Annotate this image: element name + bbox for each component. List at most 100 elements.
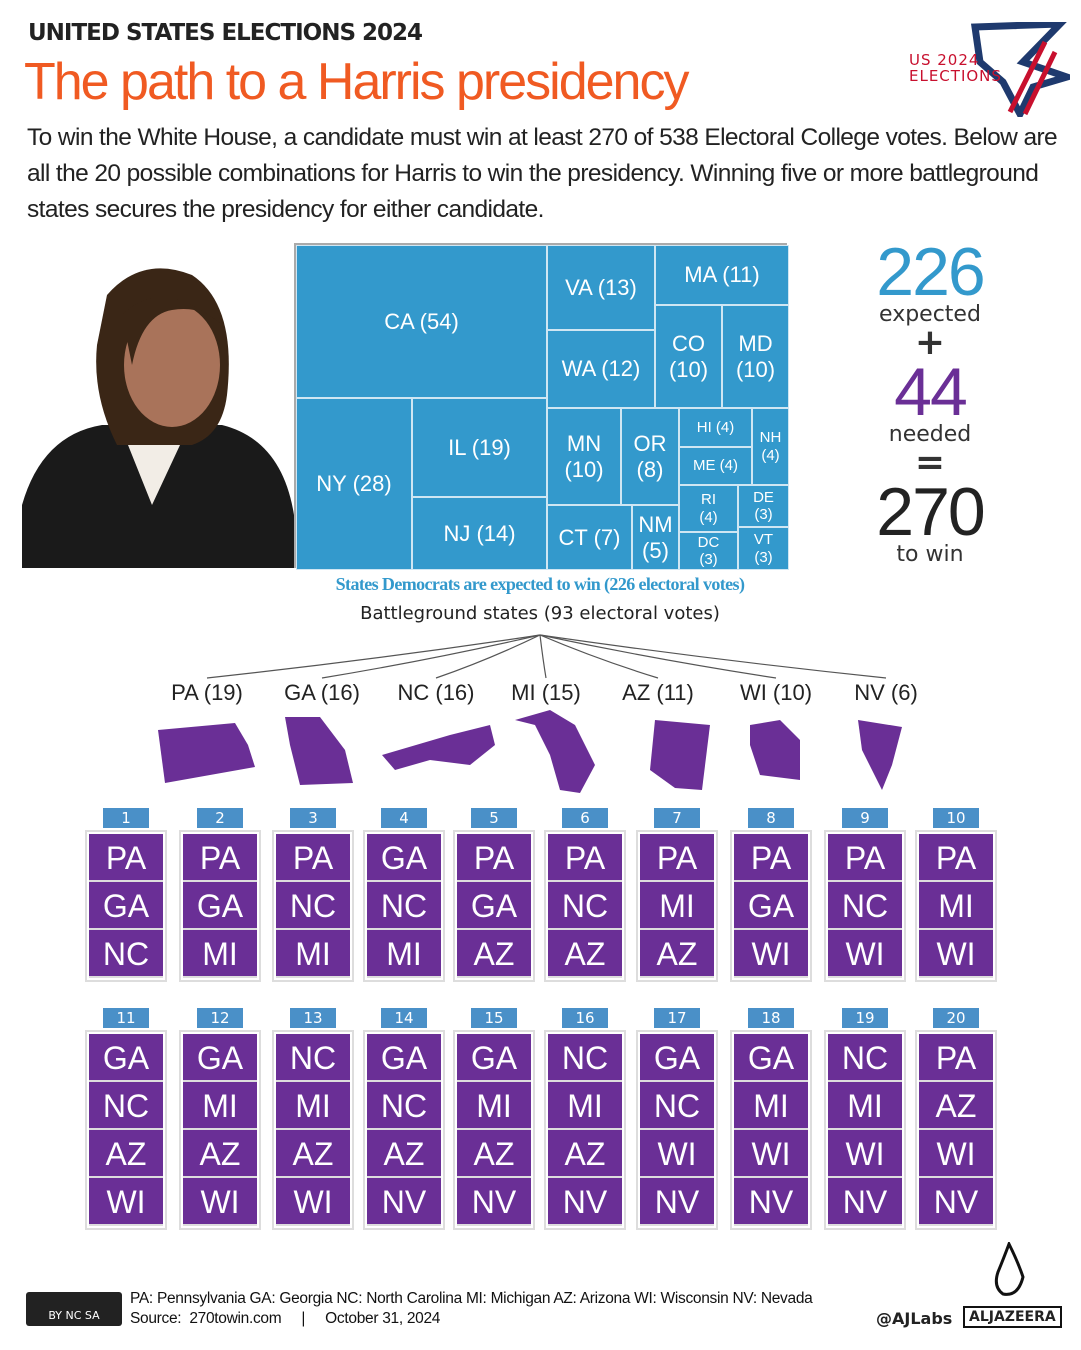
combination-number: 18 <box>748 1008 794 1028</box>
treemap-cell: ME (4) <box>679 447 752 485</box>
abbreviation-legend: PA: Pennsylvania GA: Georgia NC: North C… <box>130 1290 813 1307</box>
combination-state: GA <box>457 1034 531 1082</box>
aljazeera-logo: ALJAZEERA <box>963 1306 1062 1328</box>
combination-number: 10 <box>933 808 979 828</box>
combination-state: WI <box>828 930 902 978</box>
combination-state: NC <box>828 1034 902 1082</box>
combination-state: GA <box>734 1034 808 1082</box>
combination-number: 7 <box>654 808 700 828</box>
us-elections-star-logo <box>970 22 1070 117</box>
connector-line <box>539 634 777 679</box>
combination-state: GA <box>457 882 531 930</box>
combination-state: AZ <box>919 1082 993 1130</box>
combination-number: 2 <box>197 808 243 828</box>
treemap-cell: DC (3) <box>679 532 738 570</box>
battleground-state-label: AZ (11) <box>622 680 694 705</box>
michigan-map <box>515 710 595 793</box>
expected-number: 226 <box>876 234 985 310</box>
combination-card: PA GA AZ <box>453 830 535 982</box>
combination-card: NC MI AZ NV <box>544 1030 626 1230</box>
treemap-cell: WA (12) <box>547 330 655 408</box>
combination-state: GA <box>640 1034 714 1082</box>
combination-state: MI <box>183 930 257 978</box>
combination-state: WI <box>734 930 808 978</box>
treemap-cell: RI (4) <box>679 485 738 532</box>
combination-card: PA GA WI <box>730 830 812 982</box>
aljazeera-emblem-icon <box>994 1242 1025 1296</box>
battleground-state-label: PA (19) <box>171 680 243 705</box>
combination-state: WI <box>734 1130 808 1178</box>
combination-number: 6 <box>562 808 608 828</box>
combination-state: GA <box>183 882 257 930</box>
combination-card: PA MI AZ <box>636 830 718 982</box>
combination-state: MI <box>183 1082 257 1130</box>
combination-state: MI <box>828 1082 902 1130</box>
combination-state: NC <box>828 882 902 930</box>
treemap-cell: MA (11) <box>655 245 789 305</box>
combination-number: 4 <box>381 808 427 828</box>
combination-state: NC <box>89 1082 163 1130</box>
nevada-map <box>858 720 902 790</box>
combination-number: 15 <box>471 1008 517 1028</box>
footer: PA: Pennsylvania GA: Georgia NC: North C… <box>130 1289 813 1329</box>
combination-state: PA <box>734 834 808 882</box>
connector-line <box>539 634 887 679</box>
north-carolina-map <box>382 725 495 770</box>
logo-text: US 2024 ELECTIONS <box>909 51 1002 85</box>
treemap-cell: MN (10) <box>547 408 621 505</box>
combination-state: MI <box>734 1082 808 1130</box>
combination-state: NV <box>734 1178 808 1226</box>
treemap-cell: CA (54) <box>296 245 547 398</box>
combination-state: GA <box>367 1034 441 1082</box>
combination-number: 17 <box>654 1008 700 1028</box>
combination-state: NV <box>457 1178 531 1226</box>
combination-number: 16 <box>562 1008 608 1028</box>
source-date: Source: 270towin.com | October 31, 2024 <box>130 1310 441 1327</box>
tree-connector-lines <box>206 634 887 679</box>
combination-state: NV <box>640 1178 714 1226</box>
combination-state: AZ <box>89 1130 163 1178</box>
combination-state: PA <box>548 834 622 882</box>
combination-state: PA <box>919 1034 993 1082</box>
combination-state: WI <box>183 1178 257 1226</box>
combination-number: 11 <box>103 1008 149 1028</box>
combination-state: NC <box>276 1034 350 1082</box>
combination-state: PA <box>640 834 714 882</box>
combination-card: PA NC MI <box>272 830 354 982</box>
connector-line <box>539 634 547 679</box>
combination-state: NC <box>640 1082 714 1130</box>
combination-state: AZ <box>183 1130 257 1178</box>
harris-portrait <box>22 268 294 568</box>
expected-caption: States Democrats are expected to win (22… <box>335 574 745 594</box>
battleground-state-label: GA (16) <box>284 680 360 705</box>
equals-sign: = <box>914 442 946 483</box>
combination-state: MI <box>276 930 350 978</box>
treemap-cell: VA (13) <box>547 245 655 330</box>
ajlabs-handle: @AJLabs <box>876 1309 953 1328</box>
combination-state: NV <box>367 1178 441 1226</box>
georgia-map <box>285 717 353 785</box>
combination-state: AZ <box>367 1130 441 1178</box>
connector-line <box>435 634 541 679</box>
wisconsin-map <box>750 720 800 780</box>
combination-number: 8 <box>748 808 794 828</box>
combination-state: NC <box>548 882 622 930</box>
treemap-cell: NM (5) <box>632 505 679 570</box>
combination-number: 1 <box>103 808 149 828</box>
combination-state: AZ <box>548 1130 622 1178</box>
combination-state: NC <box>367 882 441 930</box>
combination-state: MI <box>548 1082 622 1130</box>
treemap-cell: MD (10) <box>722 305 789 408</box>
combination-card: GA NC WI NV <box>636 1030 718 1230</box>
creative-commons-badge: BY NC SA <box>26 1292 122 1326</box>
combination-state: NC <box>548 1034 622 1082</box>
combination-state: MI <box>919 882 993 930</box>
page-title: The path to a Harris presidency <box>24 53 689 111</box>
combination-number: 3 <box>290 808 336 828</box>
combination-card: GA NC MI <box>363 830 445 982</box>
combination-state: NC <box>367 1082 441 1130</box>
connector-line <box>206 634 541 679</box>
combination-number: 20 <box>933 1008 979 1028</box>
combination-state: WI <box>919 1130 993 1178</box>
combination-state: PA <box>276 834 350 882</box>
